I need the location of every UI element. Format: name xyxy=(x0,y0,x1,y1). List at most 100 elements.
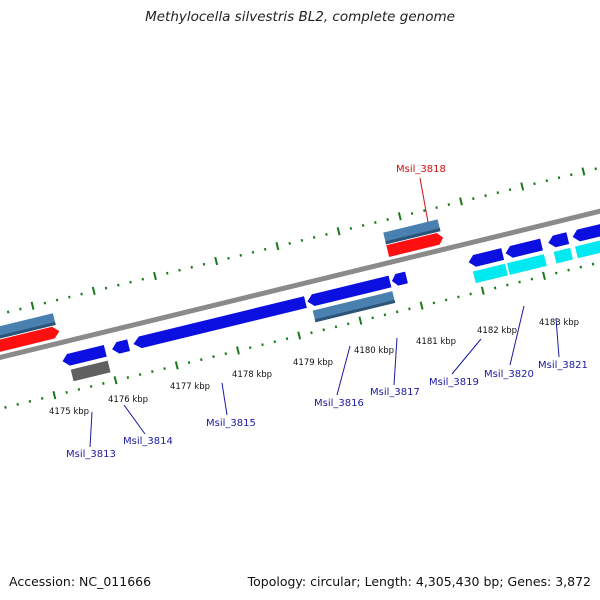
outer-minor-tick xyxy=(325,232,328,236)
leader-lines xyxy=(89,177,560,448)
gene-label-msil-3817[interactable]: Msil_3817 xyxy=(370,387,420,398)
outer-minor-tick xyxy=(117,283,120,287)
gene-feature-msil-3813[interactable] xyxy=(61,345,107,367)
inner-major-tick xyxy=(419,301,424,310)
outer-minor-tick xyxy=(178,268,181,272)
outer-minor-tick xyxy=(227,256,230,260)
inner-minor-tick xyxy=(40,396,44,400)
gene-shadow xyxy=(314,299,396,323)
outer-minor-tick xyxy=(386,218,389,221)
inner-minor-tick xyxy=(163,367,166,371)
outer-major-tick xyxy=(214,256,219,266)
outer-minor-tick xyxy=(349,227,353,230)
outer-major-tick xyxy=(459,197,463,206)
gene-feature-msil-3816-cds[interactable] xyxy=(312,291,396,323)
gene-feature-msil-3819[interactable] xyxy=(467,248,505,268)
outer-major-tick xyxy=(336,227,341,236)
gene-feature-msil-3821-cds[interactable] xyxy=(553,247,573,264)
leader-msil-3820 xyxy=(509,305,525,366)
gene-label-msil-3820[interactable]: Msil_3820 xyxy=(484,369,534,380)
gene-labels: Msil_3813 Msil_3814 Msil_3815 Msil_3816 … xyxy=(66,164,588,460)
gene-feature-msil-3815[interactable] xyxy=(132,296,307,350)
inner-major-tick xyxy=(174,361,179,370)
inner-minor-tick xyxy=(579,265,583,269)
inner-minor-tick xyxy=(212,355,215,359)
leader-msil-3817 xyxy=(393,337,398,386)
inner-minor-tick xyxy=(432,301,436,305)
outer-minor-tick xyxy=(447,203,451,207)
outer-minor-tick xyxy=(545,179,549,183)
ruler-label-4179: 4179 kbp xyxy=(293,358,333,368)
map-title: Methylocella silvestris BL2, complete ge… xyxy=(145,9,455,25)
inner-major-tick xyxy=(236,346,240,355)
gene-label-msil-3816[interactable]: Msil_3816 xyxy=(314,398,364,409)
outer-minor-tick xyxy=(6,310,10,314)
outer-major-tick xyxy=(397,212,402,221)
outer-minor-tick xyxy=(202,262,206,266)
gene-feature-msil-3820-cds[interactable] xyxy=(506,254,547,275)
leader-msil-3818 xyxy=(419,177,429,223)
gene-feature-right-cyan[interactable] xyxy=(574,232,600,259)
accession-text: Accession: NC_011666 xyxy=(9,574,152,589)
gene-feature-msil-3818-cds[interactable] xyxy=(383,219,441,245)
inner-minor-tick xyxy=(249,346,252,350)
outer-minor-tick xyxy=(263,247,267,251)
inner-minor-tick xyxy=(555,271,558,275)
gene-label-msil-3819[interactable]: Msil_3819 xyxy=(429,377,479,388)
inner-major-tick xyxy=(358,316,363,325)
genome-backbone xyxy=(0,198,600,365)
inner-minor-tick xyxy=(273,340,277,344)
ruler-label-4181: 4181 kbp xyxy=(416,337,456,347)
outer-minor-tick xyxy=(569,173,573,177)
outer-tick-row xyxy=(6,167,598,314)
gene-feature-msil-3819-cds[interactable] xyxy=(472,263,508,284)
gene-label-msil-3818[interactable]: Msil_3818 xyxy=(396,164,446,175)
inner-minor-tick xyxy=(444,298,448,302)
gene-label-msil-3814[interactable]: Msil_3814 xyxy=(123,436,173,447)
gene-feature-right-blue[interactable] xyxy=(571,218,600,243)
outer-minor-tick xyxy=(496,191,500,195)
outer-minor-tick xyxy=(104,286,108,290)
inner-minor-tick xyxy=(65,390,68,394)
inner-minor-tick xyxy=(200,358,203,362)
gene-feature-msil-3817[interactable] xyxy=(390,271,408,287)
inner-minor-tick xyxy=(187,361,191,365)
inner-minor-tick xyxy=(518,280,521,284)
gene-feature-msil-3814[interactable] xyxy=(111,339,131,355)
inner-major-tick xyxy=(113,376,118,385)
topology-text: Topology: circular; Length: 4,305,430 bp… xyxy=(247,574,591,589)
inner-minor-tick xyxy=(530,277,534,281)
outer-minor-tick xyxy=(410,212,414,215)
outer-minor-tick xyxy=(533,182,536,186)
ruler-labels: 4175 kbp 4176 kbp 4177 kbp 4178 kbp 4179… xyxy=(49,318,579,417)
gene-label-msil-3813[interactable]: Msil_3813 xyxy=(66,449,116,460)
gene-feature-left-steel[interactable] xyxy=(0,313,56,347)
inner-minor-tick xyxy=(261,343,264,347)
outer-major-tick xyxy=(30,301,35,310)
gene-feature-msil-3818[interactable] xyxy=(386,232,444,257)
ruler-label-4180: 4180 kbp xyxy=(354,346,394,356)
gene-feature-msil-3820[interactable] xyxy=(504,238,543,259)
gene-label-msil-3815[interactable]: Msil_3815 xyxy=(206,418,256,429)
inner-minor-tick xyxy=(285,337,289,341)
gene-feature-msil-3821[interactable] xyxy=(547,232,570,248)
gene-feature-left-red[interactable] xyxy=(0,325,61,360)
outer-minor-tick xyxy=(19,307,22,311)
outer-minor-tick xyxy=(374,221,377,224)
inner-minor-tick xyxy=(4,405,7,409)
gene-feature-msil-3813-cds[interactable] xyxy=(70,360,111,382)
outer-minor-tick xyxy=(557,176,561,180)
gene-shadow xyxy=(385,228,441,245)
outer-minor-tick xyxy=(141,277,145,281)
inner-minor-tick xyxy=(151,370,154,374)
ruler-label-4177: 4177 kbp xyxy=(170,382,210,392)
gene-label-msil-3821[interactable]: Msil_3821 xyxy=(538,360,588,371)
inner-minor-tick xyxy=(591,262,595,266)
gene-feature-msil-3816[interactable] xyxy=(306,275,392,308)
outer-minor-tick xyxy=(594,167,598,171)
inner-minor-tick xyxy=(469,292,472,296)
outer-minor-tick xyxy=(43,301,47,305)
inner-minor-tick xyxy=(457,295,460,299)
